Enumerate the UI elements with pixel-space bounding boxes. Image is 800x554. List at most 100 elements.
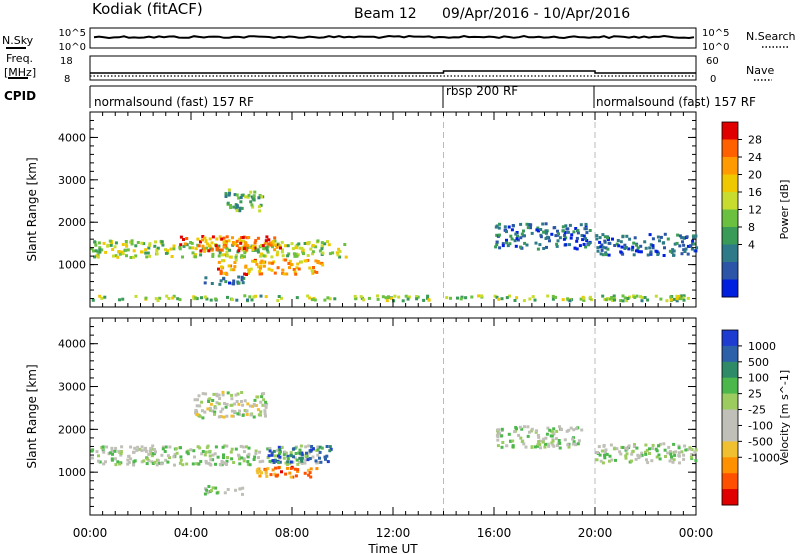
scatter-cell xyxy=(619,299,623,303)
scatter-cell xyxy=(178,298,182,302)
scatter-cell xyxy=(289,451,293,455)
scatter-cell xyxy=(292,268,296,271)
scatter-cell xyxy=(625,447,629,451)
scatter-cell xyxy=(545,235,549,239)
scatter-cell xyxy=(185,243,189,247)
scatter-cell xyxy=(216,246,220,250)
scatter-cell xyxy=(633,443,636,447)
scatter-cell xyxy=(211,235,215,239)
scatter-cell xyxy=(193,398,197,402)
scatter-cell xyxy=(262,254,266,258)
scatter-cell xyxy=(260,252,263,256)
scatter-cell xyxy=(244,264,248,268)
scatter-cell xyxy=(291,475,295,479)
scatter-cell xyxy=(110,457,114,461)
scatter-cell xyxy=(116,255,120,259)
scatter-cell xyxy=(264,400,268,404)
scatter-cell xyxy=(624,454,628,458)
scatter-cell xyxy=(273,472,277,476)
scatter-cell xyxy=(240,456,244,460)
scatter-cell xyxy=(118,462,122,466)
scatter-cell xyxy=(680,252,684,256)
scatter-cell xyxy=(225,414,229,418)
scatter-cell xyxy=(689,455,693,459)
scatter-cell xyxy=(229,268,233,272)
scatter-cell xyxy=(274,466,278,470)
scatter-cell xyxy=(640,299,644,303)
scatter-cell xyxy=(658,457,662,461)
scatter-cell xyxy=(201,392,205,396)
scatter-cell xyxy=(668,459,672,463)
scatter-cell xyxy=(300,459,304,463)
scatter-cell xyxy=(304,454,308,458)
scatter-cell xyxy=(230,447,234,451)
scatter-cell xyxy=(100,296,104,300)
scatter-cell xyxy=(498,432,502,436)
scatter-cell xyxy=(307,444,311,448)
scatter-cell xyxy=(505,241,509,245)
scatter-cell xyxy=(449,296,452,300)
scatter-cell xyxy=(608,297,612,301)
scatter-cell xyxy=(298,448,302,452)
scatter-cell xyxy=(650,459,654,463)
freq-unit: [MHz] xyxy=(4,66,36,79)
scatter-cell xyxy=(507,432,511,436)
scatter-cell xyxy=(225,246,229,250)
scatter-cell xyxy=(459,297,463,301)
scatter-cell xyxy=(579,223,583,227)
scatter-cell xyxy=(295,254,299,258)
scatter-cell xyxy=(281,248,284,252)
scatter-cell xyxy=(670,457,674,461)
scatter-cell xyxy=(245,273,248,276)
scatter-cell xyxy=(321,245,324,249)
scatter-cell xyxy=(606,247,610,251)
scatter-cell xyxy=(270,255,274,259)
scatter-cell xyxy=(643,240,647,244)
scatter-cell xyxy=(501,244,505,248)
scatter-cell xyxy=(164,248,167,252)
scatter-cell xyxy=(604,298,608,302)
scatter-cell xyxy=(221,393,225,397)
scatter-cell xyxy=(495,295,499,299)
scatter-cell xyxy=(281,254,285,258)
scatter-cell xyxy=(204,459,208,463)
scatter-cell xyxy=(497,226,501,230)
scatter-cell xyxy=(276,250,280,254)
scatter-cell xyxy=(662,241,666,245)
scatter-cell xyxy=(682,457,686,461)
scatter-cell xyxy=(104,460,107,464)
scatter-cell xyxy=(97,241,101,245)
scatter-cell xyxy=(241,236,245,239)
scatter-cell xyxy=(587,241,591,245)
scatter-cell xyxy=(582,298,586,302)
scatter-cell xyxy=(300,461,304,465)
scatter-cell xyxy=(526,434,530,438)
scatter-cell xyxy=(238,462,242,466)
scatter-cell xyxy=(240,236,243,240)
scatter-cell xyxy=(235,209,239,213)
scatter-cell xyxy=(632,241,636,245)
scatter-cell xyxy=(224,280,228,284)
scatter-cell xyxy=(671,248,675,252)
scatter-cell xyxy=(142,459,146,463)
scatter-cell xyxy=(217,254,221,258)
scatter-cell xyxy=(280,445,284,449)
scatter-cell xyxy=(238,409,241,413)
scatter-cell xyxy=(320,247,324,251)
scatter-cell xyxy=(671,460,675,464)
scatter-cell xyxy=(579,297,583,301)
scatter-cell xyxy=(306,468,310,472)
scatter-cell xyxy=(277,295,281,298)
x-tick-label: 00:00 xyxy=(679,526,714,540)
scatter-cell xyxy=(600,243,604,247)
scatter-cell xyxy=(644,450,647,454)
scatter-cell xyxy=(201,409,204,413)
colorbar-tick-label: 8 xyxy=(748,221,755,234)
scatter-cell xyxy=(558,425,561,429)
freq-trace xyxy=(90,70,696,74)
scatter-cell xyxy=(144,251,148,255)
scatter-cell xyxy=(672,442,676,446)
scatter-cell xyxy=(256,471,260,475)
scatter-cell xyxy=(326,240,329,244)
colorbar-tick-label: 4 xyxy=(748,239,755,252)
